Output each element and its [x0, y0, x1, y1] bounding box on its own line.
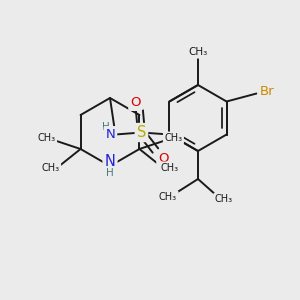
Text: CH₃: CH₃ [215, 194, 233, 204]
Text: H: H [101, 122, 109, 131]
Text: Br: Br [259, 85, 274, 98]
Text: O: O [130, 96, 141, 109]
Text: CH₃: CH₃ [38, 133, 56, 143]
Text: O: O [158, 152, 169, 165]
Text: H: H [106, 168, 114, 178]
Text: CH₃: CH₃ [164, 133, 182, 143]
Text: CH₃: CH₃ [188, 47, 208, 57]
Text: CH₃: CH₃ [159, 192, 177, 202]
Text: N: N [105, 154, 116, 169]
Text: CH₃: CH₃ [160, 163, 178, 173]
Text: S: S [137, 125, 146, 140]
Text: CH₃: CH₃ [41, 163, 60, 173]
Text: N: N [106, 128, 115, 141]
